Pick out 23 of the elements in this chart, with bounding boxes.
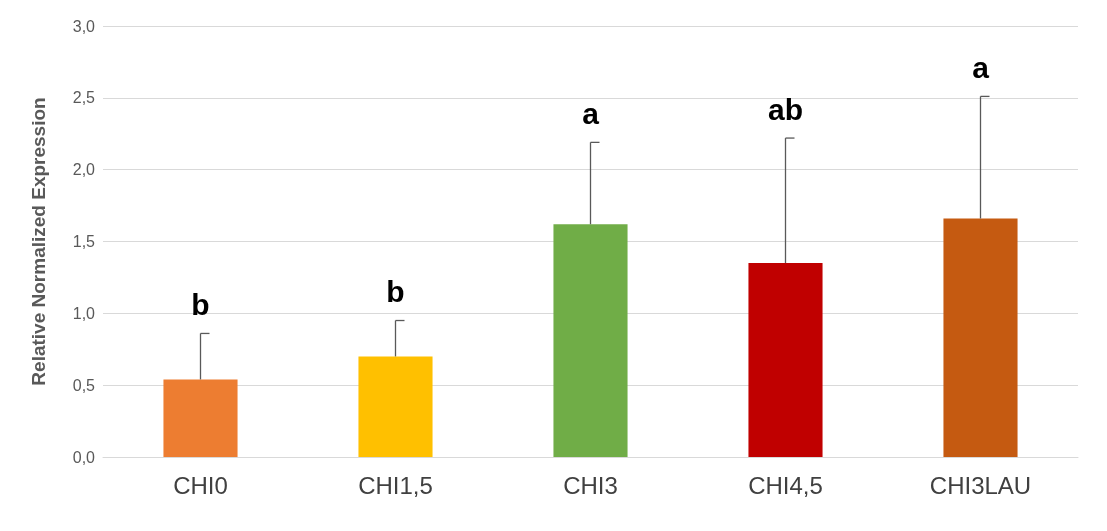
- x-tick-label: CHI4,5: [748, 471, 823, 499]
- y-tick-label: 0,5: [72, 376, 96, 394]
- x-tick-label: CHI0: [173, 471, 228, 499]
- y-tick-label: 1,0: [72, 304, 96, 322]
- y-tick-label: 2,0: [72, 161, 96, 179]
- bar: [163, 379, 238, 457]
- annotation: b: [386, 275, 405, 309]
- x-tick-label: CHI1,5: [358, 471, 433, 499]
- x-tick-label: CHI3: [563, 471, 618, 499]
- y-axis-title: Relative Normalized Expression: [28, 97, 49, 386]
- bar: [358, 356, 433, 457]
- y-tick-label: 0,0: [72, 448, 96, 466]
- bar: [553, 224, 628, 457]
- y-tick-label: 2,5: [72, 89, 96, 107]
- annotation: a: [972, 50, 990, 84]
- annotation: ab: [767, 92, 804, 126]
- y-tick-label: 3,0: [72, 17, 96, 35]
- bar: [943, 218, 1018, 457]
- bar: [748, 263, 823, 457]
- y-tick-label: 1,5: [72, 233, 96, 250]
- x-tick-label: CHI3LAU: [929, 471, 1032, 499]
- annotation: b: [191, 287, 210, 321]
- annotation: a: [582, 96, 600, 130]
